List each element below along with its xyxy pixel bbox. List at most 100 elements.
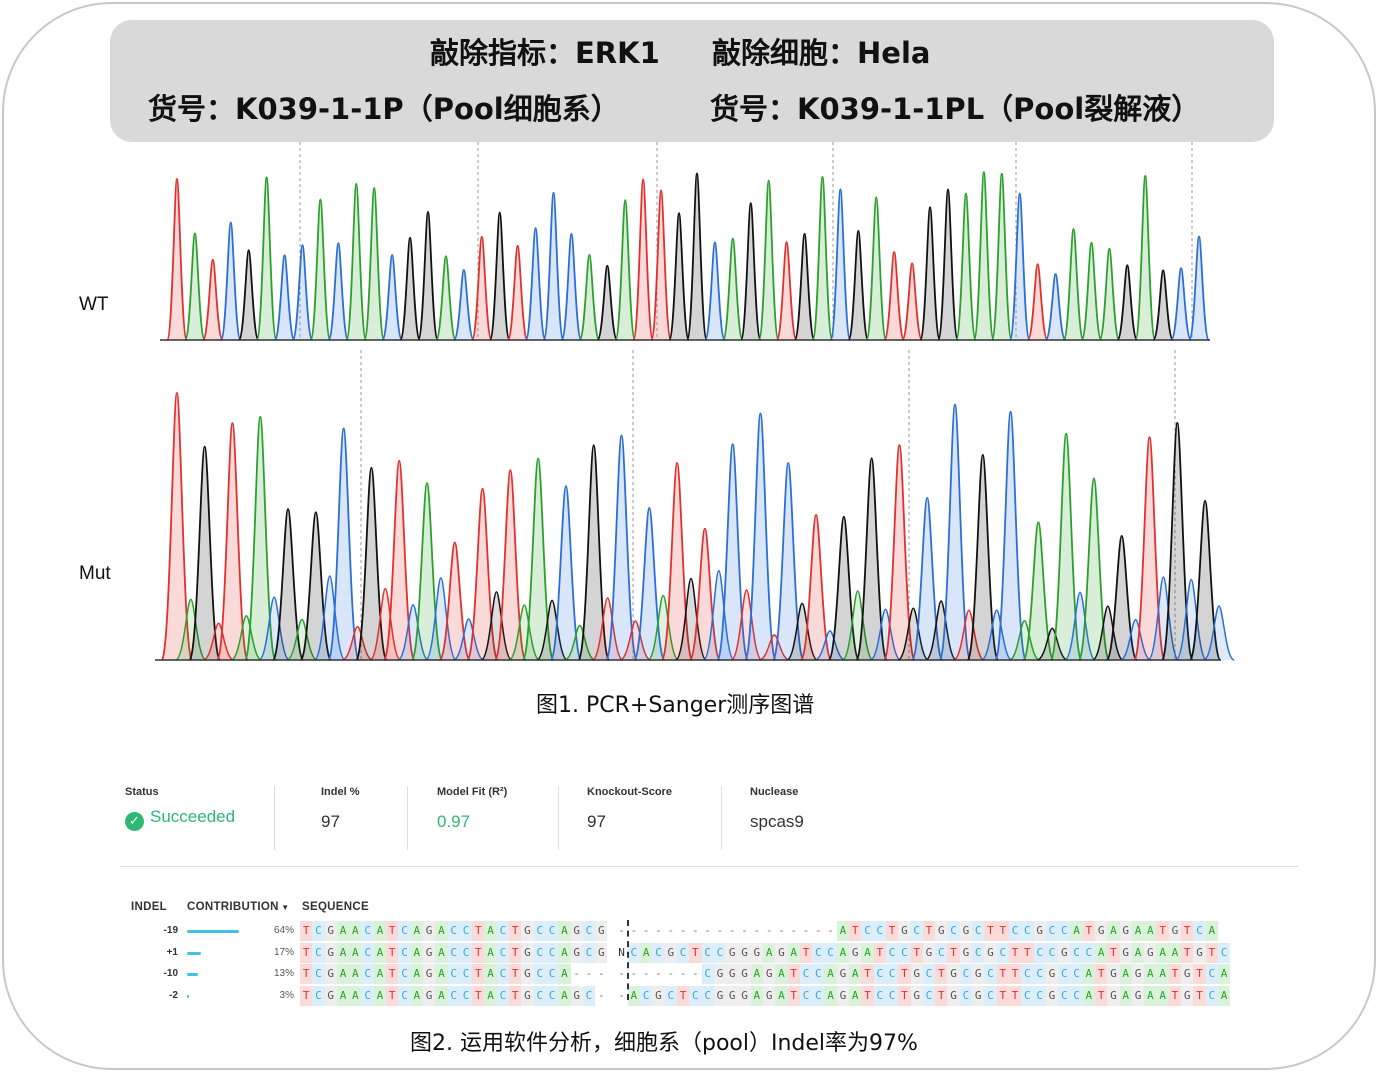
base: - bbox=[595, 985, 608, 1006]
nuclease-value: spcas9 bbox=[750, 812, 804, 831]
base: G bbox=[1045, 964, 1059, 984]
base: C bbox=[1070, 942, 1083, 963]
trace-peak bbox=[605, 434, 638, 661]
trace-peak bbox=[614, 199, 636, 341]
base: A bbox=[435, 942, 448, 963]
contribution-bar bbox=[187, 973, 198, 976]
table-row[interactable]: -19 64% T C G A A C A T C A G A C C T A C T G C C A G C G - - - - - - - - -… bbox=[120, 921, 1290, 941]
base: A bbox=[373, 964, 387, 984]
base: A bbox=[1082, 964, 1095, 984]
trace-peak bbox=[829, 188, 852, 341]
base: A bbox=[1144, 964, 1157, 984]
base: T bbox=[1021, 942, 1034, 963]
trace-peak bbox=[937, 188, 959, 341]
base: A bbox=[410, 985, 423, 1006]
base: A bbox=[336, 921, 350, 941]
trace-peak bbox=[188, 445, 221, 661]
base: A bbox=[435, 964, 448, 984]
base: - bbox=[824, 921, 837, 941]
base: A bbox=[558, 985, 571, 1006]
column-header-sequence[interactable]: SEQUENCE bbox=[302, 901, 369, 913]
status-block: Status ✓ Succeeded bbox=[125, 786, 235, 831]
base: A bbox=[484, 942, 497, 963]
base: A bbox=[1217, 985, 1231, 1006]
base: T bbox=[472, 964, 485, 984]
trace-peak bbox=[758, 634, 790, 661]
divider bbox=[558, 786, 559, 850]
base: A bbox=[640, 942, 653, 963]
base: C bbox=[1205, 985, 1218, 1006]
base: T bbox=[1095, 964, 1108, 984]
column-header-contribution[interactable]: CONTRIBUTION ▼ bbox=[187, 901, 290, 913]
base: G bbox=[422, 921, 436, 941]
trace-peak bbox=[1203, 605, 1235, 661]
base: G bbox=[324, 942, 337, 963]
base: A bbox=[627, 985, 641, 1006]
trace-peak bbox=[397, 603, 429, 661]
indel-size: -2 bbox=[169, 989, 178, 1001]
trace-peak bbox=[291, 244, 314, 341]
base: T bbox=[799, 942, 813, 963]
trace-peak bbox=[341, 625, 374, 661]
trace-peak bbox=[202, 622, 235, 661]
table-row[interactable]: -2 3% T C G A A C A T C A G A C C T A C T G C C A G C - - A C G C T C C G G G… bbox=[120, 985, 1290, 1006]
base: C bbox=[533, 964, 546, 984]
base: - bbox=[799, 921, 813, 941]
base: C bbox=[533, 942, 546, 963]
base: A bbox=[824, 964, 837, 984]
trace-peak bbox=[577, 444, 610, 661]
trace-peak bbox=[1044, 273, 1067, 341]
base: G bbox=[713, 964, 727, 984]
trace-peak bbox=[730, 589, 763, 661]
base: C bbox=[398, 985, 411, 1006]
base: G bbox=[762, 985, 776, 1006]
trace-peak bbox=[313, 575, 346, 661]
table-row[interactable]: +1 17% T C G A A C A T C A G A C C T A C T G C C A G C G N C A C G C T C C G… bbox=[120, 942, 1290, 963]
base: G bbox=[1181, 985, 1194, 1006]
column-header-indel[interactable]: INDEL bbox=[131, 901, 167, 913]
indel-size: +1 bbox=[166, 946, 178, 958]
contribution-percent: 13% bbox=[273, 968, 294, 979]
base: T bbox=[898, 964, 911, 984]
base: G bbox=[595, 942, 608, 963]
trace-peak bbox=[883, 444, 916, 661]
trace-peak bbox=[435, 255, 457, 341]
base: C bbox=[996, 942, 1009, 963]
base: A bbox=[1205, 921, 1218, 941]
base: C bbox=[447, 942, 460, 963]
base: A bbox=[762, 942, 776, 963]
trace-peak bbox=[847, 229, 870, 341]
trace-peak bbox=[757, 179, 780, 341]
base: T bbox=[935, 985, 948, 1006]
base: T bbox=[472, 942, 485, 963]
base: A bbox=[410, 964, 423, 984]
base: A bbox=[1095, 942, 1108, 963]
mut-label: Mut bbox=[79, 563, 111, 584]
base: T bbox=[300, 985, 313, 1006]
trace-peak bbox=[1049, 432, 1083, 661]
table-row[interactable]: -10 13% T C G A A C A T C A G A C C T A C T G C C A - - - - - - - - - - C G… bbox=[120, 964, 1290, 984]
base: G bbox=[836, 985, 850, 1006]
base: T bbox=[1168, 964, 1182, 984]
base: G bbox=[738, 985, 751, 1006]
trace-peak bbox=[704, 241, 726, 341]
base: A bbox=[1107, 921, 1120, 941]
trace-peak bbox=[686, 172, 708, 341]
base: A bbox=[1168, 942, 1182, 963]
base: G bbox=[910, 985, 923, 1006]
base: A bbox=[836, 942, 850, 963]
base: - bbox=[640, 921, 653, 941]
base: A bbox=[1144, 921, 1157, 941]
base: A bbox=[836, 921, 850, 941]
base: T bbox=[1008, 942, 1022, 963]
status-label: Status bbox=[125, 786, 159, 798]
base: A bbox=[349, 942, 362, 963]
base: G bbox=[738, 964, 751, 984]
base: - bbox=[689, 964, 702, 984]
trace-peak bbox=[166, 178, 188, 341]
base: G bbox=[652, 985, 665, 1006]
base: G bbox=[750, 942, 763, 963]
base: G bbox=[935, 921, 948, 941]
base: T bbox=[509, 985, 522, 1006]
base: C bbox=[885, 964, 899, 984]
